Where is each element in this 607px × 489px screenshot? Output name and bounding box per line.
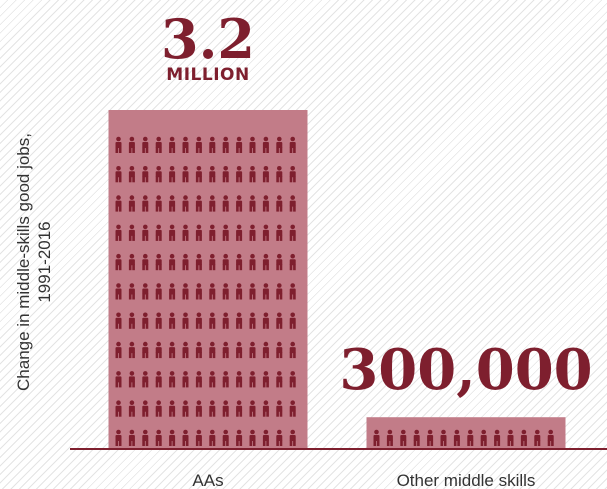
bars-group <box>108 110 566 449</box>
bar-aas <box>108 110 308 449</box>
y-axis-title-line-2: 1991-2016 <box>35 221 54 302</box>
bar-other-middle-skills <box>366 417 566 449</box>
value-label-aas-unit: MILLION <box>166 65 249 85</box>
value-label-aas-number: 3.2 <box>161 7 255 71</box>
y-axis-title-line-1: Change in middle-skills good jobs, <box>14 133 33 391</box>
value-label-other-number: 300,000 <box>339 337 592 403</box>
y-axis-title: Change in middle-skills good jobs, 1991-… <box>14 133 54 391</box>
category-label-aas: AAs <box>192 471 223 489</box>
category-label-other-middle-skills: Other middle skills <box>397 471 536 489</box>
